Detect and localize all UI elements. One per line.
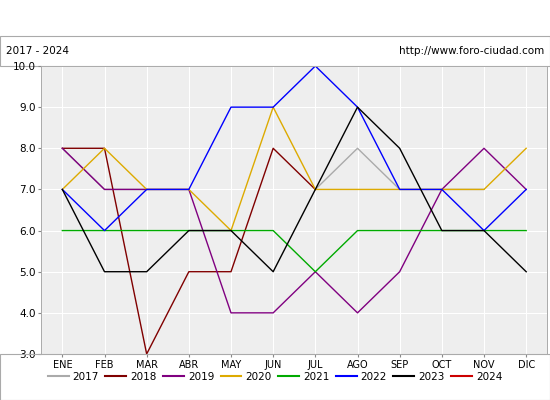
Text: http://www.foro-ciudad.com: http://www.foro-ciudad.com xyxy=(399,46,544,56)
Text: Evolucion del paro registrado en Los Barrios de Bureba: Evolucion del paro registrado en Los Bar… xyxy=(91,12,459,24)
Legend: 2017, 2018, 2019, 2020, 2021, 2022, 2023, 2024: 2017, 2018, 2019, 2020, 2021, 2022, 2023… xyxy=(43,368,507,386)
Text: 2017 - 2024: 2017 - 2024 xyxy=(6,46,69,56)
